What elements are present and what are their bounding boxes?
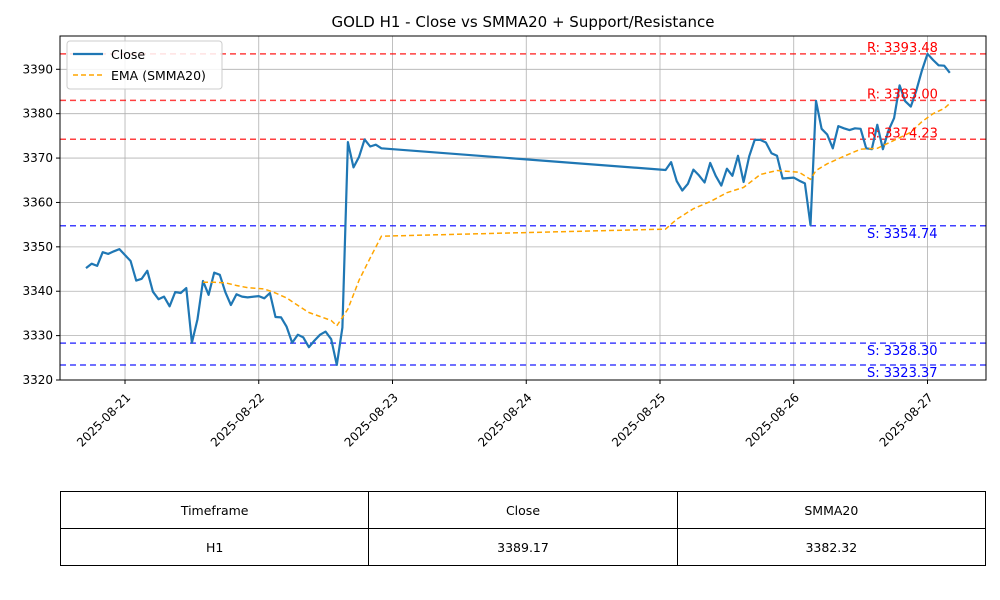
close-price-line: [85, 52, 951, 366]
table-header-close: Close: [368, 491, 678, 529]
table-header-smma20: SMMA20: [676, 491, 987, 529]
y-tick-label: 3330: [22, 329, 53, 343]
table-row: H1 3389.17 3382.32: [59, 528, 987, 566]
table-cell-close: 3389.17: [368, 528, 678, 566]
support-level-label: S: 3354.74: [867, 227, 938, 242]
table-cell-timeframe: H1: [59, 528, 370, 566]
y-axis: 3320 3330 3340 3350 3360 3370 3380 3390: [22, 62, 60, 387]
table-header-row: Timeframe Close SMMA20: [59, 491, 987, 529]
y-tick-label: 3360: [22, 195, 53, 209]
x-tick-label: 2025-08-22: [208, 390, 267, 449]
legend-box: [66, 40, 223, 90]
legend-close-label: Close: [111, 47, 145, 62]
y-tick-label: 3320: [22, 373, 53, 387]
series-lines: [85, 52, 951, 366]
x-tick-label: 2025-08-24: [475, 390, 534, 449]
y-tick-label: 3340: [22, 284, 53, 298]
smma20-line: [203, 102, 951, 327]
x-tick-label: 2025-08-27: [877, 390, 936, 449]
y-tick-label: 3350: [22, 240, 53, 254]
table-header-timeframe: Timeframe: [59, 491, 370, 529]
x-tick-label: 2025-08-25: [609, 390, 668, 449]
legend-smma-label: EMA (SMMA20): [111, 68, 206, 83]
y-tick-label: 3380: [22, 107, 53, 121]
level-labels: R: 3393.48 R: 3383.00 R: 3374.23 S: 3354.74…: [867, 41, 938, 381]
plot-frame: [59, 35, 987, 381]
resistance-level-label: R: 3393.48: [867, 41, 938, 56]
x-tick-label: 2025-08-21: [74, 390, 133, 449]
resistance-level-label: R: 3374.23: [867, 126, 938, 141]
plot-background: [60, 36, 986, 380]
x-axis: 2025-08-21 2025-08-22 2025-08-23 2025-08-24…: [74, 380, 936, 450]
summary-table: Timeframe Close SMMA20 H1 3389.17 3382.3…: [59, 491, 987, 566]
legend: Close EMA (SMMA20): [66, 40, 223, 90]
y-tick-label: 3370: [22, 151, 53, 165]
y-tick-label: 3390: [22, 62, 53, 76]
table-cell-smma20: 3382.32: [676, 528, 987, 566]
support-level-label: S: 3323.37: [867, 366, 938, 381]
x-tick-label: 2025-08-23: [342, 390, 401, 449]
chart-title: GOLD H1 - Close vs SMMA20 + Support/Resi…: [331, 13, 714, 31]
price-chart: 2025-08-21 2025-08-22 2025-08-23 2025-08-24…: [22, 13, 987, 450]
support-level-label: S: 3328.30: [867, 344, 938, 359]
resistance-level-label: R: 3383.00: [867, 87, 938, 102]
x-tick-label: 2025-08-26: [743, 390, 802, 449]
